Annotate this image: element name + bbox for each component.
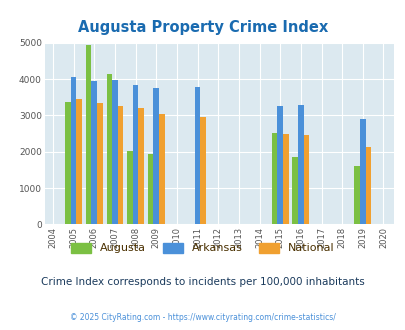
Text: Augusta Property Crime Index: Augusta Property Crime Index <box>78 20 327 35</box>
Bar <box>117 106 123 224</box>
Bar <box>354 166 359 224</box>
Bar <box>292 156 297 224</box>
Bar <box>194 87 200 224</box>
Bar <box>91 81 97 224</box>
Bar <box>127 151 132 224</box>
Bar <box>147 154 153 224</box>
Bar <box>132 85 138 224</box>
Text: © 2025 CityRating.com - https://www.cityrating.com/crime-statistics/: © 2025 CityRating.com - https://www.city… <box>70 313 335 322</box>
Bar <box>359 119 365 224</box>
Bar <box>76 99 82 224</box>
Bar <box>86 45 91 224</box>
Bar <box>297 105 303 224</box>
Bar <box>70 77 76 224</box>
Bar <box>277 106 282 224</box>
Bar <box>97 103 102 224</box>
Bar <box>282 134 288 224</box>
Bar <box>200 117 205 224</box>
Bar <box>303 135 309 224</box>
Legend: Augusta, Arkansas, National: Augusta, Arkansas, National <box>67 238 338 258</box>
Bar <box>112 80 117 224</box>
Bar <box>153 87 159 224</box>
Bar <box>138 108 144 224</box>
Bar <box>271 133 277 224</box>
Bar <box>106 75 112 224</box>
Text: Crime Index corresponds to incidents per 100,000 inhabitants: Crime Index corresponds to incidents per… <box>41 278 364 287</box>
Bar <box>65 102 70 224</box>
Bar <box>159 114 164 224</box>
Bar <box>365 147 370 224</box>
